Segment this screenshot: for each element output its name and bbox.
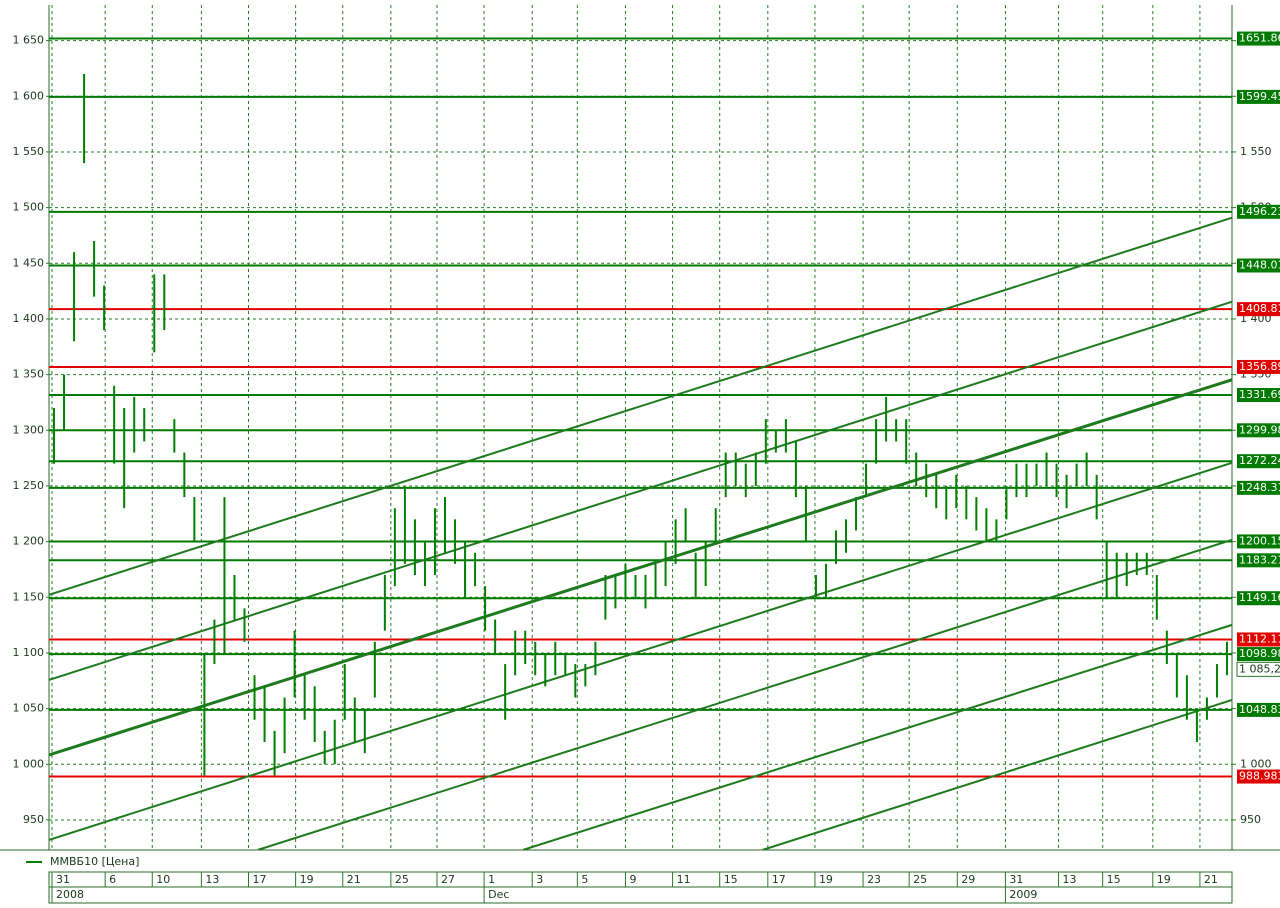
y2-tick-label: 1 000 <box>1240 757 1272 770</box>
level-label: 1448.01 <box>1239 259 1280 272</box>
x-tick-label: 27 <box>441 873 455 886</box>
level-box <box>1237 423 1280 438</box>
level-label: 1098.98 <box>1239 647 1280 660</box>
level-label: 1272.24 <box>1239 454 1280 467</box>
level-box <box>1237 89 1280 104</box>
level-box <box>1237 31 1280 46</box>
trend-line <box>257 538 1232 850</box>
x-axis: 31 6 10 13 17 19 21 25 27 1 3 5 9 11 15 17 19 23 25 29 31 13 1… <box>51 872 1218 903</box>
x-tick-label: 19 <box>819 873 833 886</box>
x-tick-label: 31 <box>56 873 70 886</box>
y-tick-label: 1 100 <box>13 646 45 659</box>
x-tick-label: 13 <box>1063 873 1077 886</box>
y-tick-label: 1 000 <box>13 757 45 770</box>
legend-label: ММВБ10 [Цена] <box>50 855 139 868</box>
level-box <box>1237 647 1280 662</box>
y-tick-label: 1 600 <box>13 89 45 102</box>
level-box <box>1237 534 1280 549</box>
x-period-label: 2009 <box>1009 888 1037 901</box>
level-label: 988.983 <box>1239 770 1280 783</box>
x-tick-label: 31 <box>1009 873 1023 886</box>
level-box <box>1237 702 1280 717</box>
x-tick-label: 21 <box>1204 873 1218 886</box>
level-label: 1408.81 <box>1239 302 1280 315</box>
trend-line <box>49 461 1232 841</box>
y-tick-label: 1 050 <box>13 702 45 715</box>
level-label: 1496.23 <box>1239 205 1280 218</box>
y-tick-label: 1 350 <box>13 368 45 381</box>
y-tick-label: 1 300 <box>13 423 45 436</box>
y-tick-label: 1 650 <box>13 34 45 47</box>
x-tick-label: 13 <box>205 873 219 886</box>
level-box <box>1237 454 1280 469</box>
last-price-box <box>1236 661 1280 677</box>
level-label: 1112.11 <box>1239 632 1280 645</box>
x-tick-label: 19 <box>1157 873 1171 886</box>
trend-line <box>49 300 1232 681</box>
level-box <box>1237 258 1280 273</box>
level-label: 1248.31 <box>1239 481 1280 494</box>
trend-line <box>762 698 1232 850</box>
labels: 1651.86 1599.45 1496.23 1448.01 1408.81 1356.… <box>1236 31 1280 784</box>
x-tick-label: 3 <box>536 873 543 886</box>
x-tick-label: 17 <box>772 873 786 886</box>
y-tick-label: 1 450 <box>13 256 45 269</box>
x-tick-label: 17 <box>253 873 267 886</box>
y-tick-label: 1 400 <box>13 312 45 325</box>
x-tick-label: 23 <box>867 873 881 886</box>
y2-tick-label: 950 <box>1240 813 1261 826</box>
y-tick-label: 950 <box>23 813 44 826</box>
x-tick-label: 25 <box>913 873 927 886</box>
x-tick-label: 6 <box>109 873 116 886</box>
trend-line <box>522 623 1232 850</box>
level-box <box>1237 591 1280 606</box>
y-tick-label: 1 150 <box>13 590 45 603</box>
level-box <box>1237 359 1280 374</box>
x-tick-label: 29 <box>961 873 975 886</box>
x-tick-label: 25 <box>395 873 409 886</box>
y-tick-label: 1 200 <box>13 535 45 548</box>
level-label: 1183.21 <box>1239 553 1280 566</box>
x-tick-label: 21 <box>347 873 361 886</box>
level-label: 1331.69 <box>1239 388 1280 401</box>
last-price-label: 1 085,27 <box>1239 662 1280 675</box>
x-tick-label: 1 <box>488 873 495 886</box>
y-tick-label: 1 250 <box>13 479 45 492</box>
level-box <box>1237 480 1280 495</box>
level-label: 1200.15 <box>1239 534 1280 547</box>
level-label: 1048.83 <box>1239 703 1280 716</box>
level-box <box>1237 388 1280 403</box>
level-box <box>1237 553 1280 568</box>
level-box <box>1237 632 1280 647</box>
level-label: 1149.16 <box>1239 591 1280 604</box>
plot <box>49 37 1232 850</box>
trend-line <box>49 216 1232 596</box>
trend-line <box>49 378 1232 757</box>
y2-tick-label: 1 550 <box>1240 145 1272 158</box>
level-label: 1599.45 <box>1239 90 1280 103</box>
x-tick-label: 15 <box>724 873 738 886</box>
level-box <box>1237 302 1280 317</box>
level-label: 1299.98 <box>1239 423 1280 436</box>
x-tick-label: 15 <box>1107 873 1121 886</box>
y-tick-label: 1 550 <box>13 145 45 158</box>
x-tick-label: 19 <box>300 873 314 886</box>
x-period-label: Dec <box>488 888 509 901</box>
level-box <box>1237 204 1280 219</box>
level-label: 1356.89 <box>1239 360 1280 373</box>
x-tick-label: 5 <box>581 873 588 886</box>
level-label: 1651.86 <box>1239 32 1280 45</box>
x-tick-label: 10 <box>156 873 170 886</box>
level-box <box>1237 769 1280 784</box>
x-tick-label: 9 <box>629 873 636 886</box>
x-period-label: 2008 <box>56 888 84 901</box>
x-tick-label: 11 <box>677 873 691 886</box>
y-tick-label: 1 500 <box>13 201 45 214</box>
